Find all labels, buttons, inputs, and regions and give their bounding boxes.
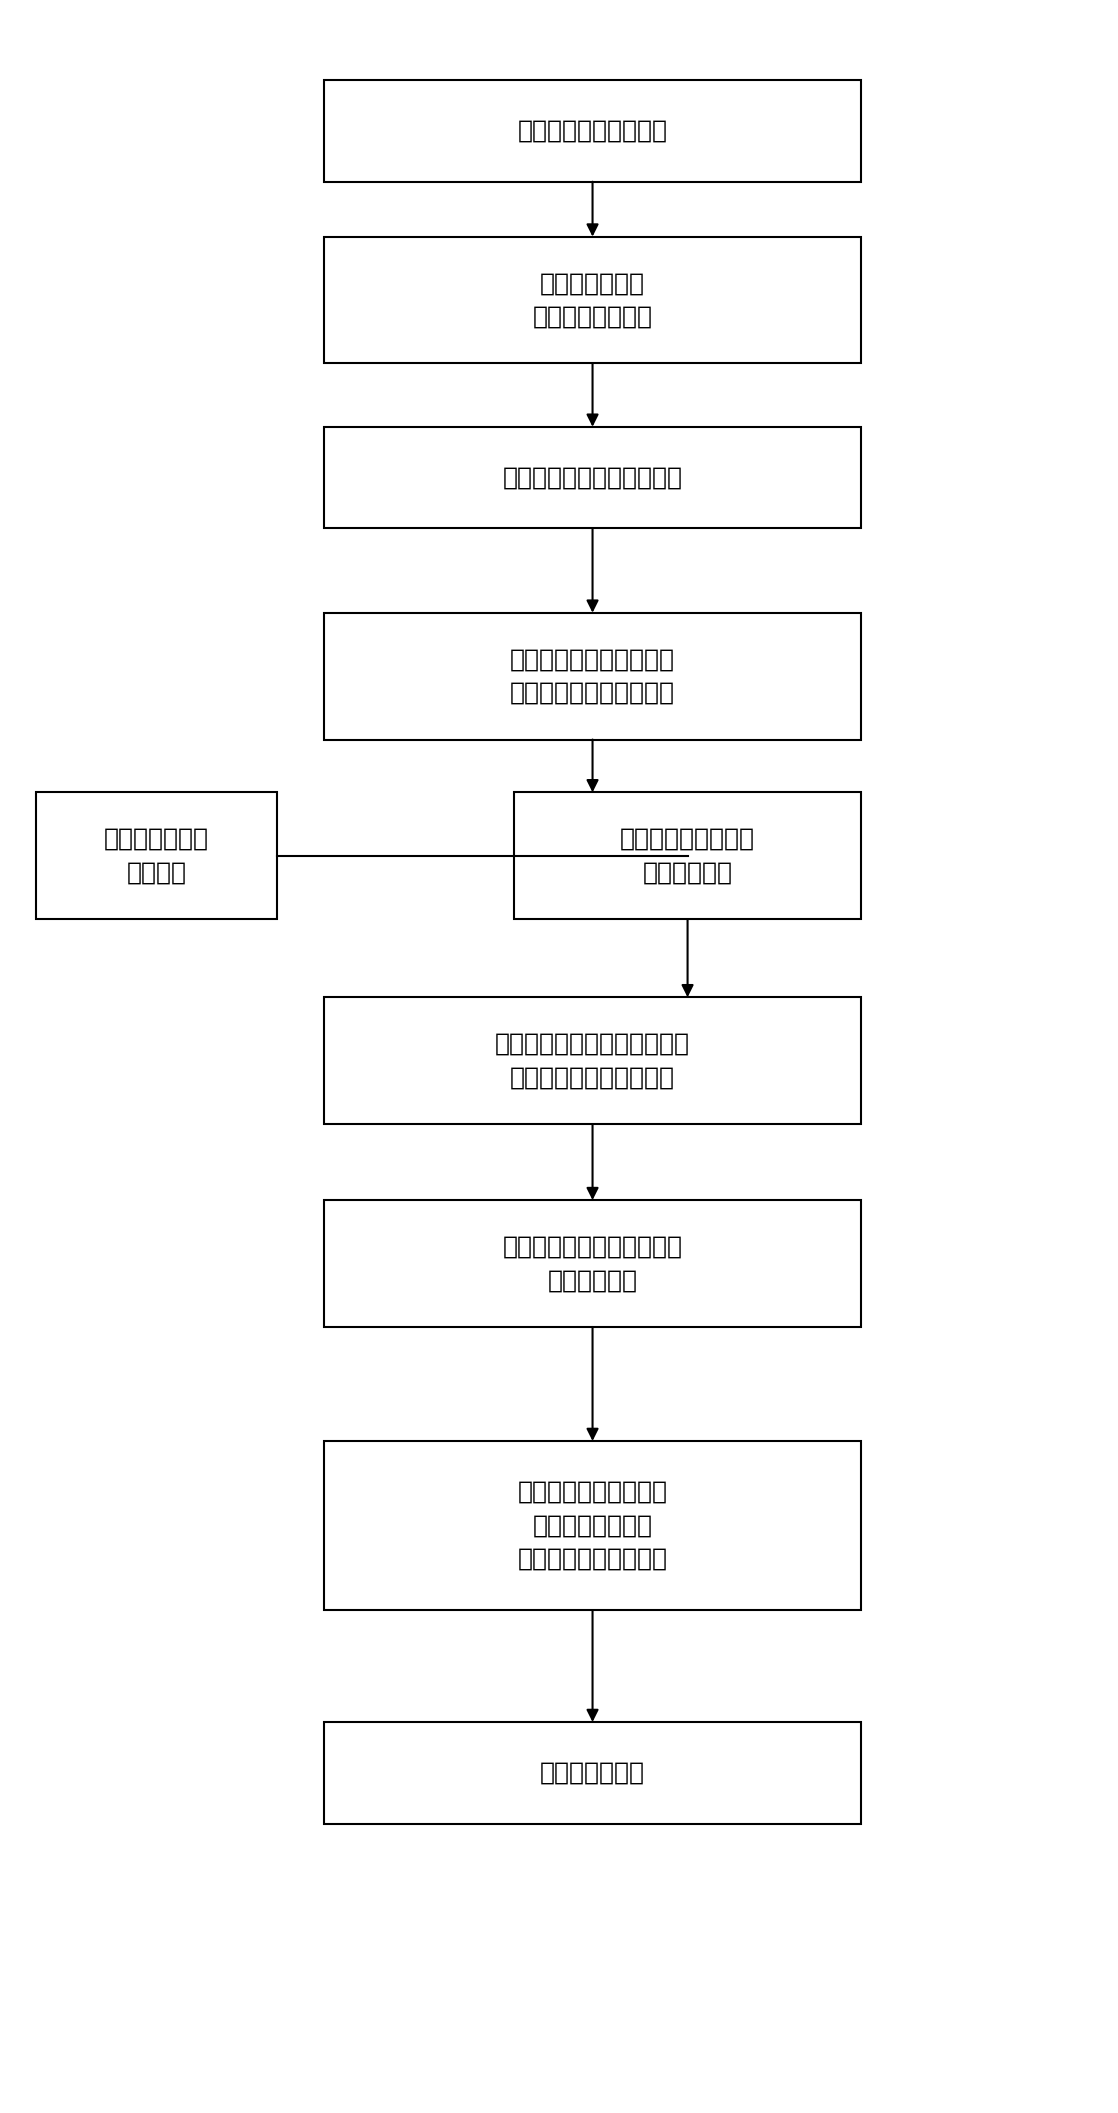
Text: 计算处理器得到第一和第二
声学测量结果: 计算处理器得到第一和第二 声学测量结果 bbox=[502, 1234, 683, 1293]
Text: 系统初始化和系统自检: 系统初始化和系统自检 bbox=[518, 118, 667, 144]
Bar bbox=[324, 1441, 861, 1610]
Bar bbox=[324, 997, 861, 1124]
Text: 控制处理器存储: 控制处理器存储 bbox=[540, 1760, 645, 1785]
Text: 通过特征融合算法得到
双频超声复合后的
多相物颗粒的体积浓度: 通过特征融合算法得到 双频超声复合后的 多相物颗粒的体积浓度 bbox=[518, 1479, 667, 1572]
Text: 声电一体传感单元采集信号: 声电一体传感单元采集信号 bbox=[502, 465, 683, 490]
Text: 计算处理器得到环境补偿后的
第一和第二超声衰减系数: 计算处理器得到环境补偿后的 第一和第二超声衰减系数 bbox=[495, 1031, 690, 1090]
Text: 未修正的第一和第二
超声衰减系数: 未修正的第一和第二 超声衰减系数 bbox=[620, 826, 755, 885]
Text: 控制处理器采用轮询方法
读取超声信号和电容信号: 控制处理器采用轮询方法 读取超声信号和电容信号 bbox=[510, 647, 675, 706]
Bar bbox=[324, 1722, 861, 1824]
Text: 驱动信号传输至
声电一体传感单元: 驱动信号传输至 声电一体传感单元 bbox=[532, 270, 653, 330]
Bar bbox=[324, 80, 861, 182]
Bar bbox=[324, 237, 861, 363]
Bar bbox=[37, 792, 277, 919]
Text: 温度传感器采集
温度信号: 温度传感器采集 温度信号 bbox=[104, 826, 209, 885]
Bar bbox=[324, 427, 861, 528]
Bar bbox=[324, 1200, 861, 1327]
Bar bbox=[514, 792, 861, 919]
Bar bbox=[324, 613, 861, 740]
